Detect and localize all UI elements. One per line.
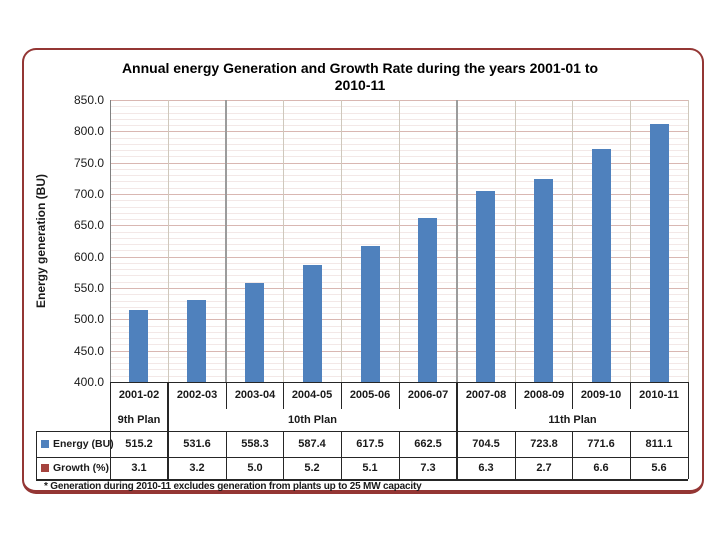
year-label: 2001-02 [118,389,160,401]
energy-value-cell: 558.3 [241,438,269,450]
bar [187,300,206,382]
y-tick-label: 650.0 [73,218,104,232]
column-gridline [630,100,631,382]
table-divider [572,382,573,409]
year-label: 2003-04 [234,389,276,401]
table-divider [630,431,631,479]
energy-value-cell: 771.6 [587,438,615,450]
growth-value-cell: 2.7 [536,462,552,474]
table-divider [456,382,458,479]
bar [592,149,611,382]
year-label: 2004-05 [291,389,333,401]
y-tick-label: 450.0 [73,344,104,358]
table-divider [283,382,284,409]
column-gridline [341,100,342,382]
bar [245,283,264,382]
y-axis-line [110,100,111,382]
energy-value-cell: 662.5 [414,438,442,450]
bar [476,191,495,382]
energy-value-cell: 587.4 [298,438,326,450]
growth-value-cell: 5.6 [651,462,667,474]
legend-growth: Growth (%) [36,457,110,479]
year-label: 2007-08 [465,389,507,401]
plan-label: 9th Plan [117,414,161,426]
chart-title-line2: 2010-11 [334,77,386,93]
legend-energy-label: Energy (BU) [53,438,114,450]
table-divider [688,382,689,479]
plan-label: 10th Plan [288,414,337,426]
column-gridline [572,100,573,382]
energy-value-cell: 723.8 [530,438,558,450]
energy-value-cell: 811.1 [645,438,673,450]
column-gridline [283,100,284,382]
legend-left-line [36,431,37,479]
table-line [36,457,688,458]
chart-title-line1: Annual energy Generation and Growth Rate… [121,60,599,76]
y-tick-label: 400.0 [73,375,104,389]
table-divider [515,382,516,409]
table-divider [283,431,284,479]
growth-value-cell: 6.3 [478,462,494,474]
column-gridline [168,100,169,382]
growth-value-cell: 6.6 [593,462,609,474]
y-axis-title: Energy generation (BU) [34,174,48,309]
footnote: * Generation during 2010-11 excludes gen… [44,481,422,492]
plan-divider-line [456,100,458,382]
growth-value-cell: 3.1 [131,462,147,474]
y-tick-label: 700.0 [73,187,104,201]
growth-series-swatch-icon [41,464,49,472]
table-divider [110,382,111,479]
column-gridline [515,100,516,382]
table-divider [515,431,516,479]
energy-value-cell: 515.2 [125,438,153,450]
energy-value-cell: 617.5 [356,438,384,450]
energy-value-cell: 531.6 [183,438,211,450]
y-tick-label: 800.0 [73,124,104,138]
plan-divider-line [225,100,227,382]
growth-value-cell: 5.1 [362,462,378,474]
year-label: 2010-11 [639,389,679,401]
bar [303,265,322,382]
table-divider [399,431,400,479]
y-tick-label: 500.0 [73,312,104,326]
column-gridline [688,100,689,382]
plan-label: 11th Plan [548,414,597,426]
table-divider [341,382,342,409]
bar [650,124,669,382]
year-label: 2005-06 [349,389,391,401]
year-label: 2008-09 [523,389,565,401]
table-divider [226,382,227,409]
table-divider [399,382,400,409]
y-tick-label: 600.0 [73,250,104,264]
bar [361,246,380,382]
table-divider [341,431,342,479]
bar [534,179,553,382]
table-divider [630,382,631,409]
table-line [36,431,688,432]
column-gridline [399,100,400,382]
table-divider [226,431,227,479]
year-label: 2009-10 [580,389,622,401]
y-tick-label: 550.0 [73,281,104,295]
year-label: 2002-03 [176,389,218,401]
chart-title: Annual energy Generation and Growth Rate… [80,60,640,94]
energy-value-cell: 704.5 [472,438,500,450]
table-divider [572,431,573,479]
growth-value-cell: 5.0 [247,462,263,474]
growth-value-cell: 7.3 [420,462,436,474]
table-bottom-line [36,479,688,481]
bar [129,310,148,382]
year-label: 2006-07 [407,389,449,401]
y-tick-label: 850.0 [73,93,104,107]
legend-energy: Energy (BU) [36,431,114,457]
growth-value-cell: 5.2 [304,462,320,474]
table-divider [167,382,169,479]
bar [418,218,437,383]
y-tick-label: 750.0 [73,156,104,170]
growth-value-cell: 3.2 [189,462,205,474]
energy-series-swatch-icon [41,440,49,448]
legend-growth-label: Growth (%) [53,462,109,474]
